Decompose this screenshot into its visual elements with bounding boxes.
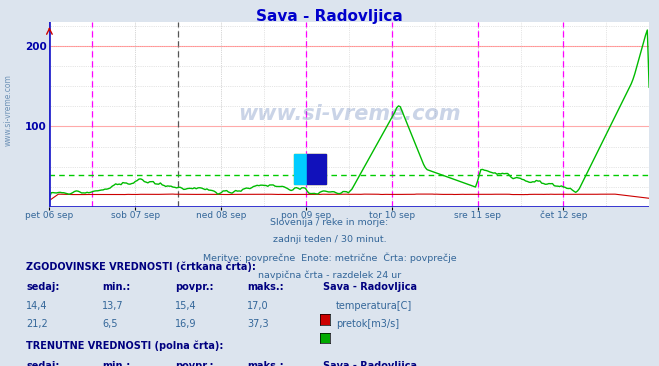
Text: sedaj:: sedaj: [26, 282, 60, 292]
Text: 37,3: 37,3 [247, 319, 269, 329]
Text: min.:: min.: [102, 282, 130, 292]
Bar [307, 154, 326, 184]
Text: pretok[m3/s]: pretok[m3/s] [336, 319, 399, 329]
Text: navpična črta - razdelek 24 ur: navpična črta - razdelek 24 ur [258, 270, 401, 280]
Text: Sava - Radovljica: Sava - Radovljica [323, 361, 417, 366]
Text: 6,5: 6,5 [102, 319, 118, 329]
Text: www.si-vreme.com: www.si-vreme.com [238, 104, 461, 124]
Text: ZGODOVINSKE VREDNOSTI (črtkana črta):: ZGODOVINSKE VREDNOSTI (črtkana črta): [26, 262, 256, 272]
Text: povpr.:: povpr.: [175, 282, 213, 292]
Text: temperatura[C]: temperatura[C] [336, 301, 413, 311]
Text: 21,2: 21,2 [26, 319, 48, 329]
Text: www.si-vreme.com: www.si-vreme.com [3, 74, 13, 146]
Text: povpr.:: povpr.: [175, 361, 213, 366]
Bar [294, 154, 307, 184]
Text: 14,4: 14,4 [26, 301, 48, 311]
Text: Slovenija / reke in morje:: Slovenija / reke in morje: [270, 218, 389, 227]
Text: 16,9: 16,9 [175, 319, 196, 329]
Text: sedaj:: sedaj: [26, 361, 60, 366]
Text: zadnji teden / 30 minut.: zadnji teden / 30 minut. [273, 235, 386, 244]
Text: TRENUTNE VREDNOSTI (polna črta):: TRENUTNE VREDNOSTI (polna črta): [26, 340, 224, 351]
Text: Sava - Radovljica: Sava - Radovljica [256, 9, 403, 24]
Text: 13,7: 13,7 [102, 301, 124, 311]
Text: 15,4: 15,4 [175, 301, 196, 311]
Text: maks.:: maks.: [247, 282, 284, 292]
Text: 17,0: 17,0 [247, 301, 269, 311]
Text: min.:: min.: [102, 361, 130, 366]
Text: maks.:: maks.: [247, 361, 284, 366]
Bar [294, 154, 326, 184]
Text: Meritve: povprečne  Enote: metrične  Črta: povprečje: Meritve: povprečne Enote: metrične Črta:… [203, 253, 456, 264]
Text: Sava - Radovljica: Sava - Radovljica [323, 282, 417, 292]
